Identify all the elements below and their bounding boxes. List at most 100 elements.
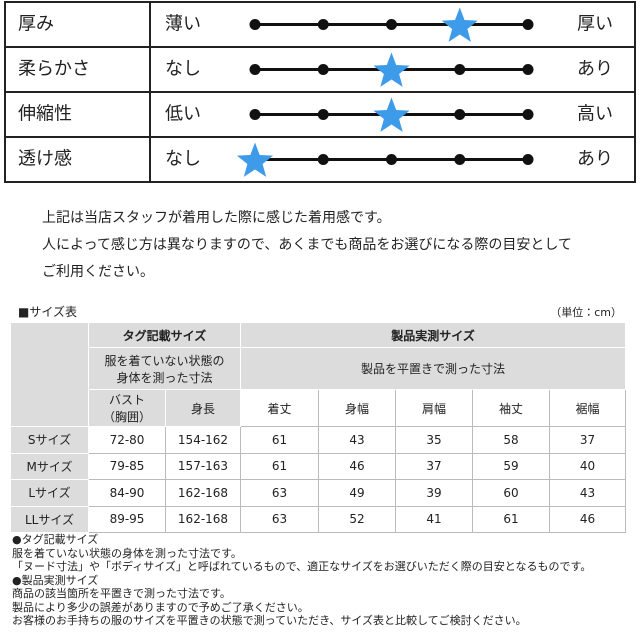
cell: 58 — [472, 426, 550, 454]
cell: 46 — [548, 505, 627, 533]
notice: 上記は当店スタッフが着用した際に感じた着用感です。人によって感じ方は異なりますの… — [42, 205, 572, 286]
scale-dot — [317, 64, 329, 75]
cell: 39 — [395, 479, 473, 507]
high-label: 厚い — [577, 14, 613, 35]
data-row: Mサイズ 79-85 157-163 61 46 37 59 40 — [10, 452, 627, 480]
cell: 37 — [548, 426, 627, 454]
low-label: なし — [165, 149, 201, 170]
scale-dot — [249, 64, 261, 75]
group-header: 製品実測サイズ — [239, 322, 627, 348]
size-title: ■サイズ表 — [18, 305, 77, 319]
scale-dot — [454, 154, 466, 165]
rating-star — [236, 142, 274, 177]
scale-dot — [317, 109, 329, 120]
group-header: タグ記載サイズ — [88, 322, 241, 348]
cell: 43 — [318, 426, 396, 454]
size-label: Lサイズ — [10, 479, 89, 507]
scale-dot — [522, 64, 534, 75]
size-label: LLサイズ — [10, 505, 89, 533]
row-label: 厚み — [18, 14, 54, 35]
note-line: ●タグ記載サイズ — [12, 533, 99, 546]
notice-line: ご利用ください。 — [42, 264, 154, 280]
cell: 40 — [548, 452, 627, 480]
row-label: 伸縮性 — [18, 104, 72, 125]
scale-dot — [522, 109, 534, 120]
cell: 46 — [318, 452, 396, 480]
rating-star — [373, 97, 410, 132]
cell: 72-80 — [88, 426, 166, 454]
note-line: 服を着ていない状態の身体を測った寸法です。 — [12, 546, 242, 560]
corner — [10, 322, 89, 427]
column-header: 裾幅 — [548, 389, 627, 427]
size-label: Sサイズ — [10, 426, 89, 454]
column-header: 肩幅 — [395, 389, 473, 427]
scale-dot — [317, 19, 329, 30]
cell: 59 — [472, 452, 550, 480]
size-unit: （単位：cm） — [550, 306, 622, 319]
cell: 61 — [240, 426, 319, 454]
column-header: 着丈 — [240, 389, 319, 427]
cell: 84-90 — [88, 479, 166, 507]
scale-dot — [454, 109, 466, 120]
data-row: Lサイズ 84-90 162-168 63 49 39 60 43 — [10, 479, 627, 507]
scale-dot — [386, 19, 397, 30]
notice-line: 上記は当店スタッフが着用した際に感じた着用感です。 — [42, 210, 391, 226]
size-label: Mサイズ — [10, 452, 89, 480]
cell: 162-168 — [165, 505, 241, 533]
size-table: タグ記載サイズ 製品実測サイズ 服を着ていない状態の 身体を測った寸法 製品を平置きで… — [10, 322, 627, 533]
cell: 60 — [472, 479, 550, 507]
note-line: 製品により多少の誤差がありますので予めご了承ください。 — [12, 600, 309, 614]
scale-dot — [522, 154, 534, 165]
header-row: 服を着ていない状態の 身体を測った寸法 製品を平置きで測った寸法 — [11, 347, 627, 390]
group-note: 製品を平置きで測った寸法 — [239, 347, 627, 390]
column-header: バスト （胸囲） — [88, 389, 166, 427]
cell: 61 — [240, 452, 319, 480]
notes: ●タグ記載サイズ 服を着ていない状態の身体を測った寸法です。 「ヌード寸法」や「ボデ… — [12, 533, 591, 628]
scale-dot — [522, 19, 534, 30]
scale-dot — [454, 64, 466, 75]
low-label: なし — [165, 59, 201, 80]
row-label: 透け感 — [18, 149, 72, 170]
column-header: 身長 — [165, 389, 241, 427]
cell: 52 — [318, 505, 396, 533]
high-label: あり — [577, 59, 613, 80]
cell: 79-85 — [88, 452, 166, 480]
rating-star — [441, 7, 478, 42]
cell: 37 — [395, 452, 473, 480]
cell: 63 — [240, 479, 319, 507]
data-row: Sサイズ 72-80 154-162 61 43 35 58 37 — [10, 426, 627, 454]
scale-dot — [249, 19, 261, 30]
high-label: あり — [577, 149, 613, 170]
high-label: 高い — [577, 104, 613, 125]
cell: 154-162 — [165, 426, 241, 454]
low-label: 薄い — [165, 14, 201, 35]
cell: 49 — [318, 479, 396, 507]
note-line: お客様のお手持ちの服のサイズを平置きの状態で測っていただき、サイズ表と比較してご… — [12, 614, 527, 627]
scale-dot — [249, 109, 261, 120]
header-row: バスト （胸囲） 身長 着丈 身幅 肩幅 袖丈 裾幅 — [11, 389, 627, 427]
cell: 41 — [395, 505, 473, 533]
column-header: 袖丈 — [472, 389, 550, 427]
note-line: 商品の該当箇所を平置きで測った寸法です。 — [12, 587, 231, 600]
notice-line: 人によって感じ方は異なりますので、あくまでも商品をお選びになる際の目安として — [42, 237, 572, 253]
cell: 61 — [472, 505, 550, 533]
low-label: 低い — [165, 104, 201, 125]
row-label: 柔らかさ — [18, 59, 90, 80]
group-note: 服を着ていない状態の 身体を測った寸法 — [88, 347, 241, 390]
data-row: LLサイズ 89-95 162-168 63 52 41 61 46 — [10, 505, 627, 533]
cell: 63 — [240, 505, 319, 533]
cell: 43 — [548, 479, 627, 507]
cell: 89-95 — [88, 505, 166, 533]
scale-dot — [317, 154, 329, 165]
column-header: 身幅 — [318, 389, 396, 427]
rating-star — [373, 52, 410, 87]
note-line: 「ヌード寸法」や「ボディサイズ」と呼ばれているもので、適正なサイズをお選びいただ… — [12, 560, 592, 573]
note-line: ●製品実測サイズ — [12, 573, 99, 587]
cell: 35 — [395, 426, 473, 454]
cell: 162-168 — [165, 479, 241, 507]
header-row: タグ記載サイズ 製品実測サイズ — [10, 322, 627, 427]
scale-dot — [386, 154, 397, 165]
cell: 157-163 — [165, 452, 241, 480]
